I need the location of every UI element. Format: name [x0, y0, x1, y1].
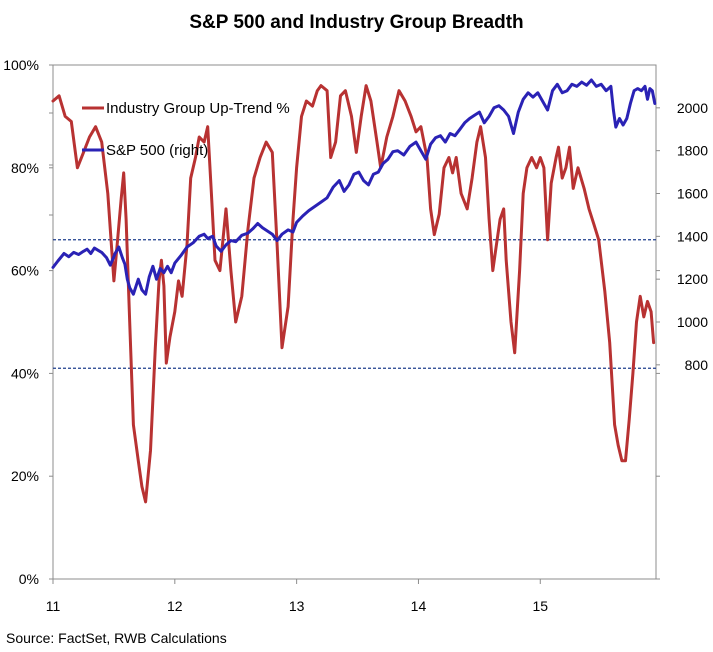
x-tick-label: 12 — [167, 598, 183, 614]
right-tick-label: 2000 — [677, 100, 708, 116]
series-line-1 — [51, 78, 657, 296]
left-tick-label: 100% — [3, 57, 39, 73]
series-line-0 — [51, 84, 656, 504]
legend-label-0: Industry Group Up-Trend % — [106, 100, 290, 117]
left-tick-label: 80% — [11, 160, 39, 176]
right-tick-label: 1000 — [677, 314, 708, 330]
chart-title: S&P 500 and Industry Group Breadth — [189, 12, 524, 33]
right-tick-label: 1600 — [677, 186, 708, 202]
left-tick-label: 60% — [11, 263, 39, 279]
right-tick-label: 1800 — [677, 143, 708, 159]
right-tick-label: 1200 — [677, 271, 708, 287]
x-tick-label: 13 — [289, 598, 305, 614]
right-tick-label: 1400 — [677, 228, 708, 244]
x-tick-label: 14 — [411, 598, 427, 614]
reference-lines — [53, 239, 656, 369]
right-axis: 800 1000 1200 1400 1600 1800 2000 — [656, 100, 709, 580]
x-axis: 11 12 13 14 15 — [46, 579, 548, 614]
left-tick-label: 0% — [19, 571, 39, 587]
left-axis: 0% 20% 40% 60% 80% 100% — [3, 57, 53, 587]
x-tick-label: 11 — [46, 598, 61, 614]
right-tick-label: 800 — [685, 357, 709, 373]
source-note: Source: FactSet, RWB Calculations — [6, 630, 227, 646]
legend-label-1: S&P 500 (right) — [106, 142, 208, 159]
left-tick-label: 20% — [11, 468, 39, 484]
legend: Industry Group Up-Trend % S&P 500 (right) — [82, 100, 290, 159]
x-tick-label: 15 — [532, 598, 548, 614]
series-layer — [51, 78, 657, 504]
left-tick-label: 40% — [11, 365, 39, 381]
